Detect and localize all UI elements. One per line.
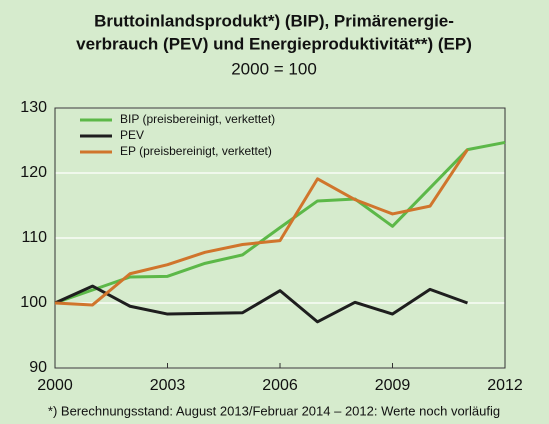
series-line	[54, 140, 506, 305]
legend-label: BIP (preisbereinigt, verkettet)	[120, 112, 275, 126]
x-tick-label: 2006	[262, 377, 298, 394]
y-tick-label: 130	[20, 99, 47, 116]
series-line	[54, 148, 469, 307]
x-tick-label: 2000	[37, 377, 73, 394]
x-tick-label: 2012	[487, 377, 523, 394]
series-line	[54, 284, 469, 324]
chart-title: verbrauch (PEV) und Energieproduktivität…	[76, 34, 472, 53]
footnote: *) Berechnungsstand: August 2013/Februar…	[48, 403, 500, 418]
legend-label: PEV	[120, 128, 144, 142]
y-tick-label: 90	[29, 359, 47, 376]
y-tick-label: 100	[20, 294, 47, 311]
y-tick-label: 110	[21, 229, 47, 246]
chart-subtitle: 2000 = 100	[231, 59, 317, 78]
x-tick-label: 2009	[375, 377, 411, 394]
y-tick-label: 120	[20, 164, 47, 181]
x-tick-label: 2003	[150, 377, 186, 394]
chart-title: Bruttoinlandsprodukt*) (BIP), Primärener…	[94, 11, 454, 30]
plot-frame	[54, 107, 506, 369]
legend-label: EP (preisbereinigt, verkettet)	[120, 144, 272, 158]
